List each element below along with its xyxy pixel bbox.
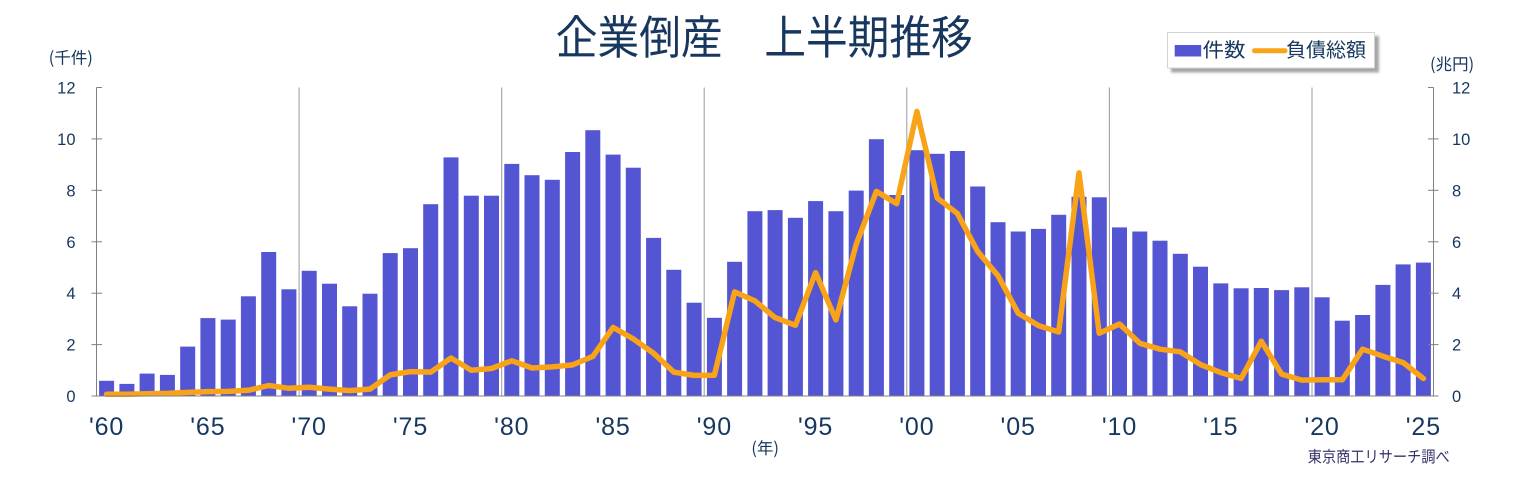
svg-text:8: 8 xyxy=(66,182,75,200)
svg-text:'85: '85 xyxy=(595,413,630,441)
svg-text:'90: '90 xyxy=(697,413,732,441)
svg-text:2: 2 xyxy=(1452,337,1461,355)
svg-text:'70: '70 xyxy=(292,413,327,441)
svg-text:6: 6 xyxy=(1452,234,1461,252)
svg-text:'25: '25 xyxy=(1406,413,1441,441)
svg-text:'80: '80 xyxy=(494,413,529,441)
svg-text:0: 0 xyxy=(66,388,75,406)
svg-text:'95: '95 xyxy=(798,413,833,441)
svg-text:'65: '65 xyxy=(190,413,225,441)
svg-text:2: 2 xyxy=(66,337,75,355)
svg-text:12: 12 xyxy=(1452,80,1470,98)
svg-text:0: 0 xyxy=(1452,388,1461,406)
svg-text:'75: '75 xyxy=(393,413,428,441)
svg-text:10: 10 xyxy=(57,131,75,149)
svg-text:'20: '20 xyxy=(1304,413,1339,441)
svg-text:4: 4 xyxy=(66,285,75,303)
svg-text:'10: '10 xyxy=(1102,413,1137,441)
svg-text:4: 4 xyxy=(1452,285,1461,303)
svg-text:'60: '60 xyxy=(89,413,124,441)
svg-text:8: 8 xyxy=(1452,182,1461,200)
svg-text:'15: '15 xyxy=(1203,413,1238,441)
svg-text:12: 12 xyxy=(57,80,75,98)
svg-text:'05: '05 xyxy=(1001,413,1036,441)
svg-text:6: 6 xyxy=(66,234,75,252)
svg-text:10: 10 xyxy=(1452,131,1470,149)
svg-text:'00: '00 xyxy=(899,413,934,441)
